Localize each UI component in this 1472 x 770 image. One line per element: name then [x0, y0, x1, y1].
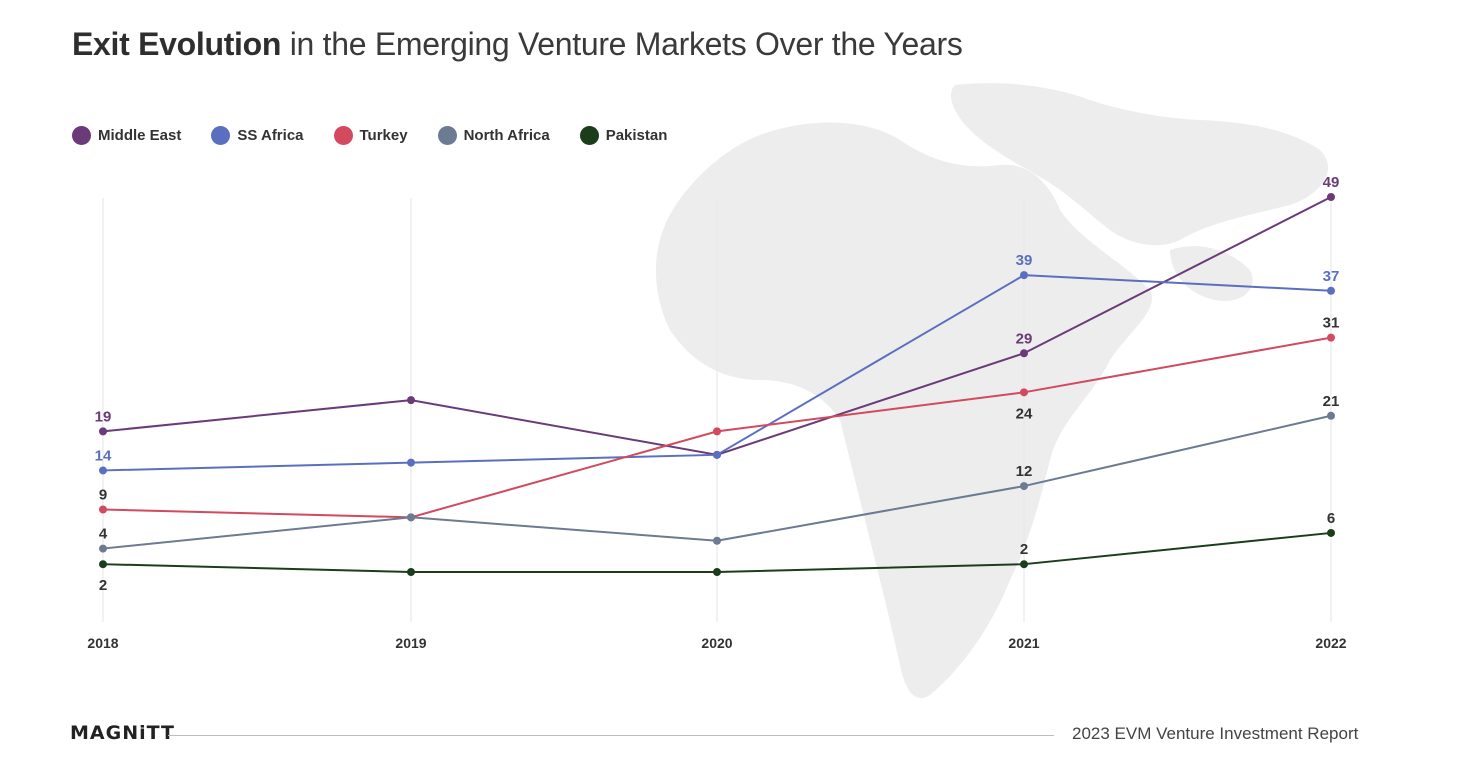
- data-label: 2: [1020, 541, 1028, 558]
- legend-swatch: [437, 126, 457, 145]
- legend: Middle East SS Africa Turkey North Africa Pa…: [72, 126, 667, 145]
- data-point: [713, 427, 721, 436]
- data-point: [1020, 560, 1028, 569]
- series: 14 39 37: [95, 252, 1340, 475]
- report-name: 2023 EVM Venture Investment Report: [1072, 724, 1359, 743]
- x-tick-label: 2021: [1008, 635, 1039, 651]
- data-point: [1327, 333, 1335, 342]
- data-label: 6: [1327, 510, 1335, 527]
- data-label: 29: [1016, 330, 1033, 347]
- data-point: [99, 466, 107, 475]
- data-label: 24: [1016, 405, 1033, 422]
- gridlines: [102, 198, 1332, 622]
- data-point: [1020, 349, 1028, 358]
- series: 4 12 21: [99, 393, 1340, 553]
- data-point: [1327, 528, 1335, 537]
- data-label: 2: [99, 577, 107, 594]
- data-point: [407, 568, 415, 576]
- data-point: [713, 450, 721, 459]
- series-group: 19 29 49 14 39 37 9 24 31 4 12 21 2 2 6: [95, 174, 1340, 594]
- magnitt-logo: MAGNiTT: [70, 722, 175, 744]
- x-tick-label: 2018: [87, 635, 118, 651]
- data-point: [1327, 193, 1335, 201]
- data-label: 37: [1323, 268, 1340, 285]
- legend-label: North Africa: [463, 127, 550, 144]
- legend-swatch: [579, 126, 599, 145]
- africa-map-background: [655, 83, 1329, 699]
- data-label: 31: [1323, 315, 1340, 332]
- data-point: [99, 505, 107, 514]
- data-label: 49: [1323, 174, 1340, 191]
- legend-swatch: [72, 126, 91, 145]
- data-point: [713, 536, 721, 545]
- data-point: [99, 544, 107, 553]
- data-point: [1020, 271, 1028, 280]
- legend-item: Pakistan: [579, 126, 668, 145]
- data-point: [1327, 411, 1335, 420]
- x-axis: 2018 2019 2020 2021 2022: [87, 635, 1346, 651]
- legend-label: Pakistan: [605, 127, 668, 144]
- chart-title-bold: Exit Evolution: [72, 26, 282, 62]
- legend-label: Turkey: [359, 127, 408, 144]
- data-point: [1020, 388, 1028, 397]
- x-tick-label: 2020: [701, 635, 732, 651]
- data-label: 19: [95, 408, 112, 425]
- legend-label: SS Africa: [237, 127, 304, 144]
- x-tick-label: 2019: [395, 635, 426, 651]
- legend-item: Turkey: [333, 126, 408, 145]
- data-label: 9: [99, 487, 107, 504]
- legend-item: SS Africa: [211, 126, 304, 145]
- legend-item: North Africa: [437, 126, 550, 145]
- footer-divider: [168, 735, 1054, 736]
- data-point: [99, 560, 107, 569]
- data-point: [407, 513, 415, 522]
- x-tick-label: 2022: [1315, 635, 1346, 651]
- data-point: [1020, 482, 1028, 491]
- series: 2 2 6: [99, 510, 1335, 594]
- data-label: 39: [1016, 252, 1033, 269]
- chart-title-rest: in the Emerging Venture Markets Over the…: [281, 26, 963, 62]
- data-label: 4: [99, 526, 108, 543]
- legend-item: Middle East: [72, 126, 181, 145]
- data-point: [407, 396, 415, 405]
- data-point: [713, 568, 721, 576]
- data-point: [407, 458, 415, 467]
- legend-label: Middle East: [98, 127, 182, 144]
- data-label: 21: [1323, 393, 1340, 410]
- data-label: 12: [1016, 463, 1033, 480]
- legend-swatch: [211, 126, 231, 145]
- chart-title: Exit Evolution in the Emerging Venture M…: [72, 26, 963, 63]
- data-label: 14: [95, 447, 112, 464]
- data-point: [1327, 286, 1335, 295]
- data-point: [99, 427, 107, 436]
- legend-swatch: [333, 126, 353, 145]
